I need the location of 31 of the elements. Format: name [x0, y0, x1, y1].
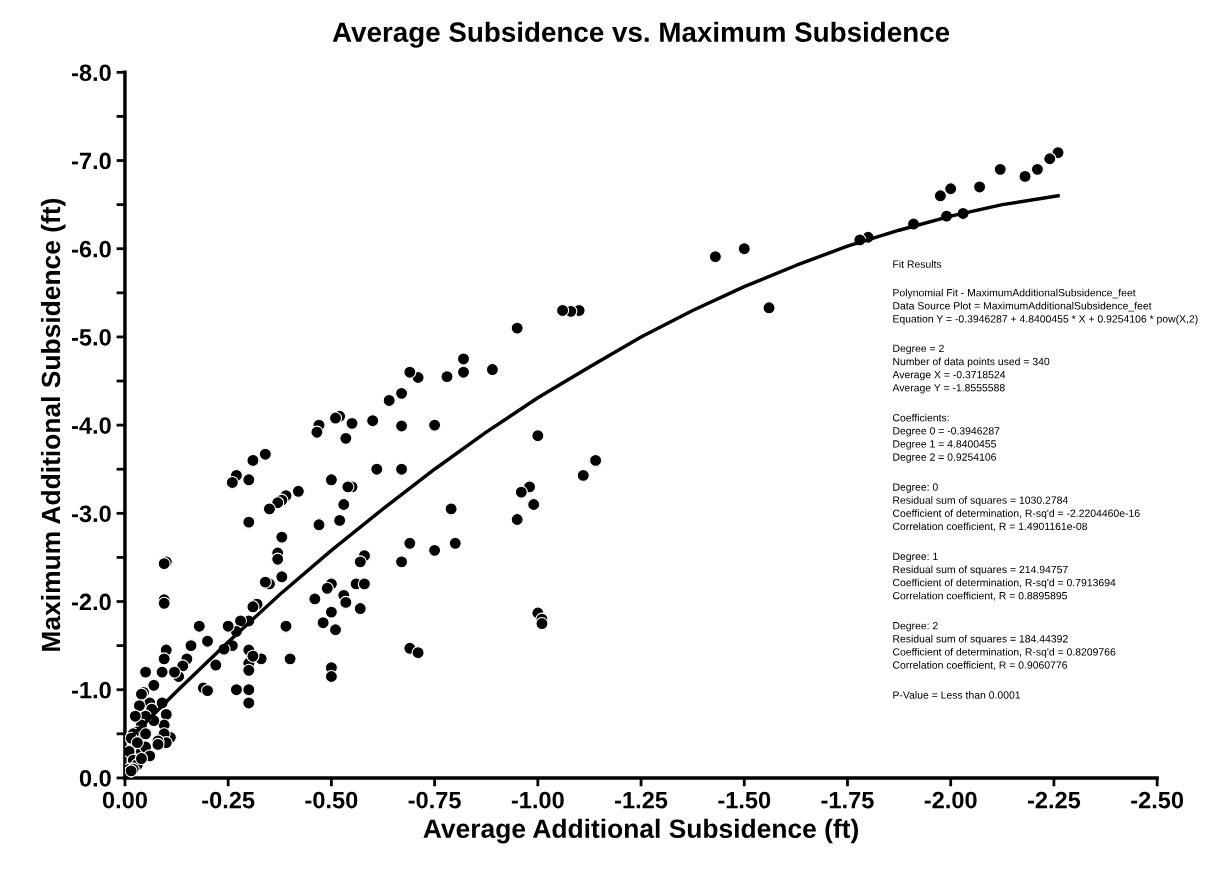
x-tick-label: -2.50 — [1131, 791, 1184, 809]
x-tick-label: -0.25 — [202, 791, 255, 809]
annotation: Degree: 1 Residual sum of squares = 214.94757 Coefficient of determination, R-sq'd = 0.7913694 Correlation coefficient, R = 0.8895895 — [893, 552, 1116, 601]
annotation: P-Value = Less than 0.0001 — [893, 691, 1021, 699]
annotation: Coefficients: Degree 0 = -0.3946287 Degree 1 = 4.8400455 Degree 2 = 0.9254106 — [893, 413, 1000, 463]
annotation: Polynomial Fit - MaximumAdditionalSubsidence_feet Data Source Plot = MaximumAdditionalSubsidence_feet Equation Y = -0.3946287 + 4.8400455 * X + 0.9254106 * pow(X,2) — [893, 288, 1198, 325]
x-tick-label: -1.50 — [718, 791, 771, 809]
annotation: Fit Results — [893, 260, 942, 268]
x-tick-label: -0.75 — [408, 791, 461, 809]
x-tick-label: -1.75 — [821, 791, 874, 809]
y-tick-label: -3.0 — [71, 505, 111, 523]
x-tick-label: -2.25 — [1027, 791, 1081, 809]
x-tick-label: -1.00 — [511, 791, 564, 809]
annotation: Degree = 2 Number of data points used = 340 Average X = -0.3718524 Average Y = -1.8555588 — [892, 344, 1050, 394]
x-tick-label: -2.00 — [924, 791, 977, 809]
y-tick-label: -6.0 — [71, 240, 111, 258]
y-tick-label: 0.0 — [79, 769, 111, 787]
y-tick-label: -7.0 — [71, 152, 111, 170]
y-tick-label: -5.0 — [71, 328, 111, 346]
y-tick-label: -8.0 — [71, 64, 111, 82]
y-tick-label: -2.0 — [71, 593, 111, 611]
x-tick-label: -1.25 — [615, 791, 668, 809]
chart-title: Average Subsidence vs. Maximum Subsidence — [332, 21, 950, 48]
y-tick-label: -1.0 — [71, 681, 111, 699]
x-tick-label: 0.00 — [102, 791, 147, 809]
annotation: Degree: 2 Residual sum of squares = 184.44392 Coefficient of determination, R-sq'd = 0.8209766 Correlation coefficient, R = 0.9060776 — [893, 622, 1116, 670]
x-tick-label: -0.50 — [305, 791, 358, 809]
y-tick-label: -4.0 — [71, 417, 111, 434]
y-axis-title: Maximum Additional Subsidence (ft) — [40, 198, 66, 651]
annotation: Degree: 0 Residual sum of squares = 1030.2784 Coefficient of determination, R-sq'd = -2.2204460e-16 Correlation coefficient, R = 1.4901161e-08 — [893, 483, 1140, 532]
x-axis-title: Average Additional Subsidence (ft) — [423, 818, 858, 844]
